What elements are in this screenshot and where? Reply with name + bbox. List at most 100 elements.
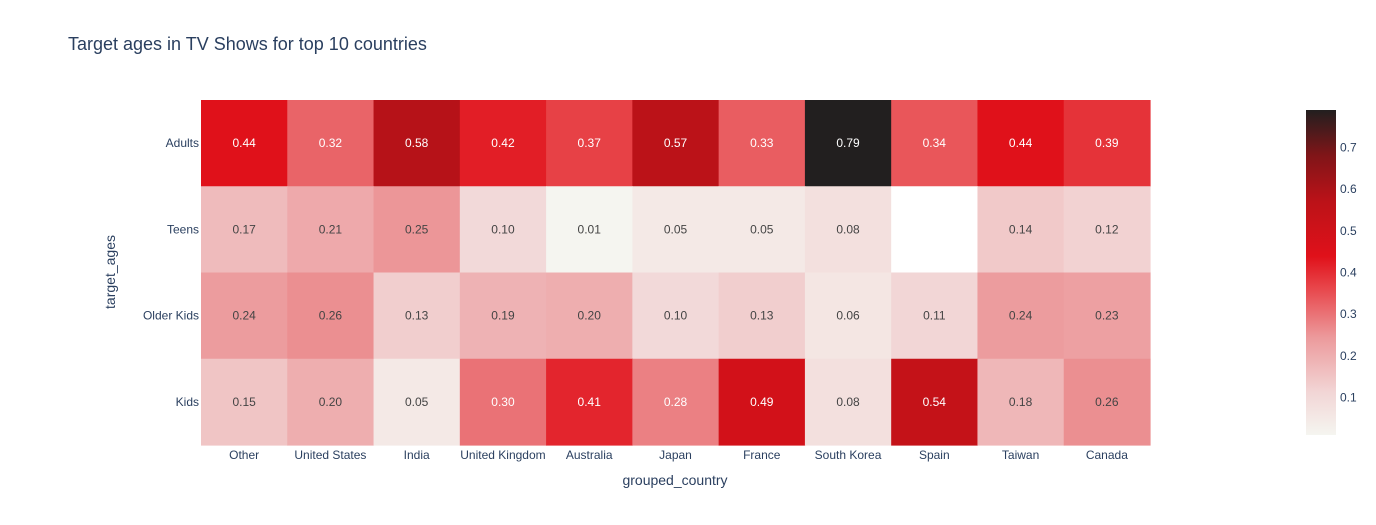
x-tick-label: Canada <box>1086 448 1128 462</box>
heatmap-cell-label: 0.06 <box>836 309 860 323</box>
heatmap-cell-label: 0.39 <box>1095 136 1119 150</box>
heatmap-cell-label: 0.33 <box>750 136 774 150</box>
heatmap-cell-label: 0.13 <box>750 309 774 323</box>
heatmap-cell-adults-spain <box>891 100 979 187</box>
heatmap-cell-adults-india <box>373 100 461 187</box>
heatmap-cell-teens-spain <box>891 186 979 274</box>
y-axis-ticks: Adults Teens Older Kids Kids <box>143 136 199 409</box>
colorbar-tick-label: 0.5 <box>1340 224 1357 238</box>
heatmap-cell-older-kids-canada <box>1063 272 1151 360</box>
heatmap-cell-teens-india <box>373 186 461 274</box>
y-tick-label: Kids <box>176 395 199 409</box>
colorbar-tick-label: 0.4 <box>1340 266 1357 280</box>
heatmap-cell-kids-united-states <box>287 358 375 446</box>
heatmap-cell-kids-taiwan <box>977 358 1065 446</box>
heatmap-cell-label: 0.18 <box>1009 395 1033 409</box>
x-tick-label: Taiwan <box>1002 448 1039 462</box>
colorbar-tick-label: 0.2 <box>1340 349 1357 363</box>
heatmap-cell-teens-japan <box>632 186 720 274</box>
heatmap-cell-teens-south-korea <box>804 186 892 274</box>
heatmap-cell-adults-australia <box>546 100 633 187</box>
heatmap-cell-teens-united-states <box>287 186 375 274</box>
y-axis-title: target_ages <box>102 235 118 309</box>
heatmap-cell-label: 0.20 <box>319 395 343 409</box>
heatmap-cell-kids-japan <box>632 358 720 446</box>
x-tick-label: United Kingdom <box>460 448 545 462</box>
heatmap-cell-label: 0.25 <box>405 222 429 236</box>
heatmap-cell-label: 0.20 <box>578 309 602 323</box>
x-tick-label: Australia <box>566 448 613 462</box>
heatmap-cell-kids-other <box>201 358 288 446</box>
heatmap-cell-older-kids-india <box>373 272 461 360</box>
heatmap-cell-label: 0.24 <box>232 309 256 323</box>
heatmap-cell-label: 0.10 <box>664 309 688 323</box>
heatmap-cell-adults-france <box>718 100 806 187</box>
heatmap-cell-label: 0.26 <box>1095 395 1119 409</box>
x-tick-label: South Korea <box>815 448 882 462</box>
heatmap-cell-label: 0.17 <box>232 222 256 236</box>
heatmap-cell-label: 0.14 <box>1009 222 1033 236</box>
heatmap-cell-label: 0.23 <box>1095 309 1119 323</box>
heatmap-cell-adults-united-states <box>287 100 375 187</box>
heatmap-cell-label: 0.58 <box>405 136 429 150</box>
heatmap-cell-label: 0.32 <box>319 136 343 150</box>
x-tick-label: Japan <box>659 448 692 462</box>
x-tick-label: United States <box>294 448 366 462</box>
y-tick-label: Teens <box>167 222 199 236</box>
x-tick-label: Other <box>229 448 259 462</box>
heatmap-cell-label: 0.30 <box>491 395 515 409</box>
x-axis-title: grouped_country <box>622 472 727 488</box>
heatmap-cell-kids-canada <box>1063 358 1151 446</box>
heatmap-cell-label: 0.08 <box>836 222 860 236</box>
heatmap-cell-label: 0.11 <box>923 309 946 323</box>
heatmap-cell-labels: 0.44 0.32 0.58 0.42 0.37 0.57 0.33 0.79 0.34 0.44… <box>232 136 1118 409</box>
heatmap-cell-label: 0.05 <box>405 395 429 409</box>
heatmap-cell-older-kids-spain <box>891 272 979 360</box>
heatmap-cell-label: 0.19 <box>491 309 515 323</box>
heatmap-cells <box>201 100 1151 446</box>
heatmap-cell-label: 0.08 <box>836 395 860 409</box>
heatmap-cell-label: 0.21 <box>319 222 343 236</box>
heatmap-cell-label: 0.28 <box>664 395 688 409</box>
heatmap-cell-label: 0.49 <box>750 395 774 409</box>
heatmap-cell-adults-taiwan <box>977 100 1065 187</box>
heatmap-cell-label: 0.54 <box>923 395 947 409</box>
heatmap-cell-older-kids-australia <box>546 272 633 360</box>
x-tick-label: India <box>404 448 430 462</box>
heatmap-cell-label: 0.37 <box>578 136 602 150</box>
heatmap-cell-label: 0.15 <box>232 395 256 409</box>
heatmap-cell-adults-other <box>201 100 288 187</box>
heatmap-cell-kids-india <box>373 358 461 446</box>
heatmap-cell-adults-japan <box>632 100 720 187</box>
colorbar-tick-label: 0.3 <box>1340 307 1357 321</box>
heatmap-cell-label: 0.05 <box>750 222 774 236</box>
colorbar-tick-label: 0.6 <box>1340 182 1357 196</box>
heatmap-cell-kids-france <box>718 358 806 446</box>
heatmap-cell-label: 0.44 <box>232 136 256 150</box>
heatmap-cell-label: 0.34 <box>923 136 947 150</box>
heatmap-cell-label: 0.10 <box>491 222 515 236</box>
heatmap-cell-label: 0.05 <box>664 222 688 236</box>
heatmap-cell-older-kids-south-korea <box>804 272 892 360</box>
heatmap-cell-kids-spain <box>891 358 979 446</box>
heatmap-cell-kids-south-korea <box>804 358 892 446</box>
heatmap-cell-label: 0.41 <box>578 395 602 409</box>
heatmap-cell-teens-other <box>201 186 288 274</box>
heatmap-cell-older-kids-taiwan <box>977 272 1065 360</box>
y-tick-label: Adults <box>166 136 199 150</box>
heatmap-cell-label: 0.24 <box>1009 309 1033 323</box>
colorbar-tick-label: 0.1 <box>1340 391 1357 405</box>
heatmap-cell-teens-taiwan <box>977 186 1065 274</box>
heatmap-cell-label: 0.01 <box>578 222 602 236</box>
heatmap-cell-teens-australia <box>546 186 633 274</box>
colorbar-tick-label: 0.7 <box>1340 141 1357 155</box>
heatmap-cell-older-kids-united-kingdom <box>459 272 547 360</box>
heatmap-cell-adults-canada <box>1063 100 1151 187</box>
heatmap-cell-label: 0.57 <box>664 136 688 150</box>
x-tick-label: France <box>743 448 781 462</box>
chart-title: Target ages in TV Shows for top 10 count… <box>68 34 427 54</box>
colorbar <box>1306 110 1336 435</box>
heatmap-cell-teens-united-kingdom <box>459 186 547 274</box>
y-tick-label: Older Kids <box>143 309 199 323</box>
heatmap-cell-older-kids-france <box>718 272 806 360</box>
